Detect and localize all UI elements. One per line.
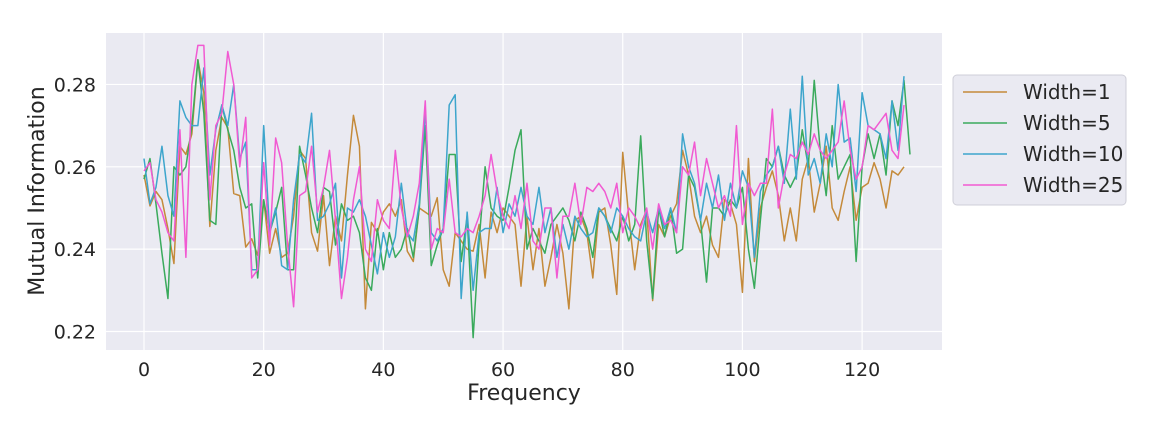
legend: Width=1 Width=5 Width=10 Width=25 xyxy=(952,74,1127,206)
x-tick-label: 0 xyxy=(138,359,150,381)
y-axis-title: Mutual Information xyxy=(25,86,50,295)
y-tick-label: 0.26 xyxy=(54,157,96,179)
legend-label: Width=5 xyxy=(1023,111,1111,135)
x-tick-label: 40 xyxy=(371,359,395,381)
legend-label: Width=10 xyxy=(1023,142,1123,166)
legend-label: Width=1 xyxy=(1023,80,1111,104)
x-tick-label: 60 xyxy=(491,359,515,381)
x-tick-label: 120 xyxy=(844,359,880,381)
x-tick-label: 100 xyxy=(724,359,760,381)
x-tick-labels: 0 20 40 60 80 100 120 xyxy=(138,359,880,381)
series-lines xyxy=(143,44,911,339)
y-tick-label: 0.28 xyxy=(54,74,96,96)
legend-label: Width=25 xyxy=(1023,173,1123,197)
y-tick-labels: 0.22 0.24 0.26 0.28 xyxy=(54,74,96,343)
y-tick-label: 0.24 xyxy=(54,239,96,261)
legend-box xyxy=(952,74,1127,206)
series-line-width-25 xyxy=(143,44,905,308)
y-tick-label: 0.22 xyxy=(54,321,96,343)
x-tick-label: 80 xyxy=(611,359,635,381)
x-axis-title: Frequency xyxy=(467,381,581,406)
x-tick-label: 20 xyxy=(252,359,276,381)
